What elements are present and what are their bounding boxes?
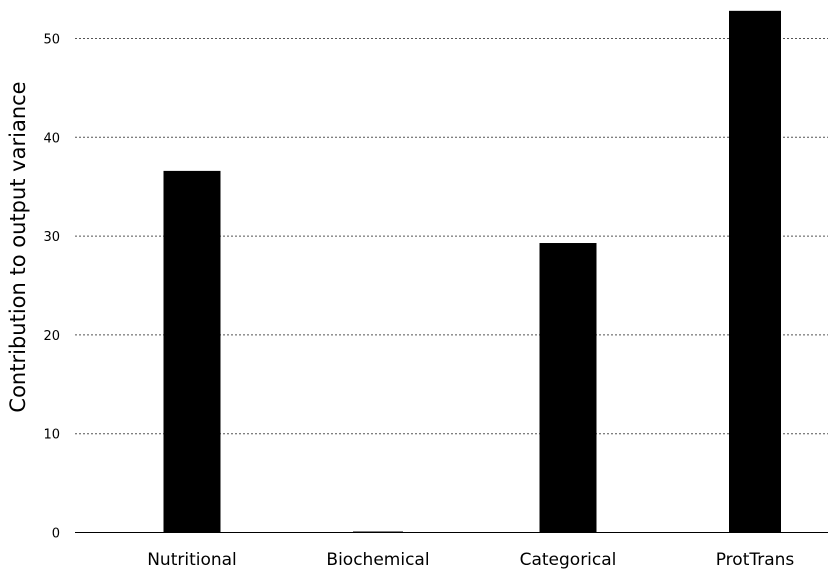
- y-tick-label-50: 50: [43, 33, 60, 48]
- y-tick-labels: 0 10 20 30 40 50: [43, 33, 60, 542]
- bar-categorical: [539, 243, 597, 533]
- y-tick-label-10: 10: [43, 428, 60, 443]
- x-tick-label-prottrans: ProtTrans: [716, 550, 795, 570]
- y-tick-label-20: 20: [43, 329, 60, 344]
- bar-nutritional: [163, 170, 221, 533]
- x-tick-labels: Nutritional Biochemical Categorical ProtTra…: [147, 550, 794, 570]
- y-tick-label-0: 0: [52, 527, 60, 542]
- bar-prottrans: [729, 10, 781, 533]
- x-tick-label-nutritional: Nutritional: [147, 550, 237, 570]
- y-tick-label-40: 40: [43, 131, 60, 146]
- y-axis-title: Contribution to output variance: [6, 81, 30, 412]
- y-tick-label-30: 30: [43, 230, 60, 245]
- x-tick-label-biochemical: Biochemical: [326, 550, 429, 570]
- bars: [163, 10, 781, 533]
- x-tick-label-categorical: Categorical: [520, 550, 617, 570]
